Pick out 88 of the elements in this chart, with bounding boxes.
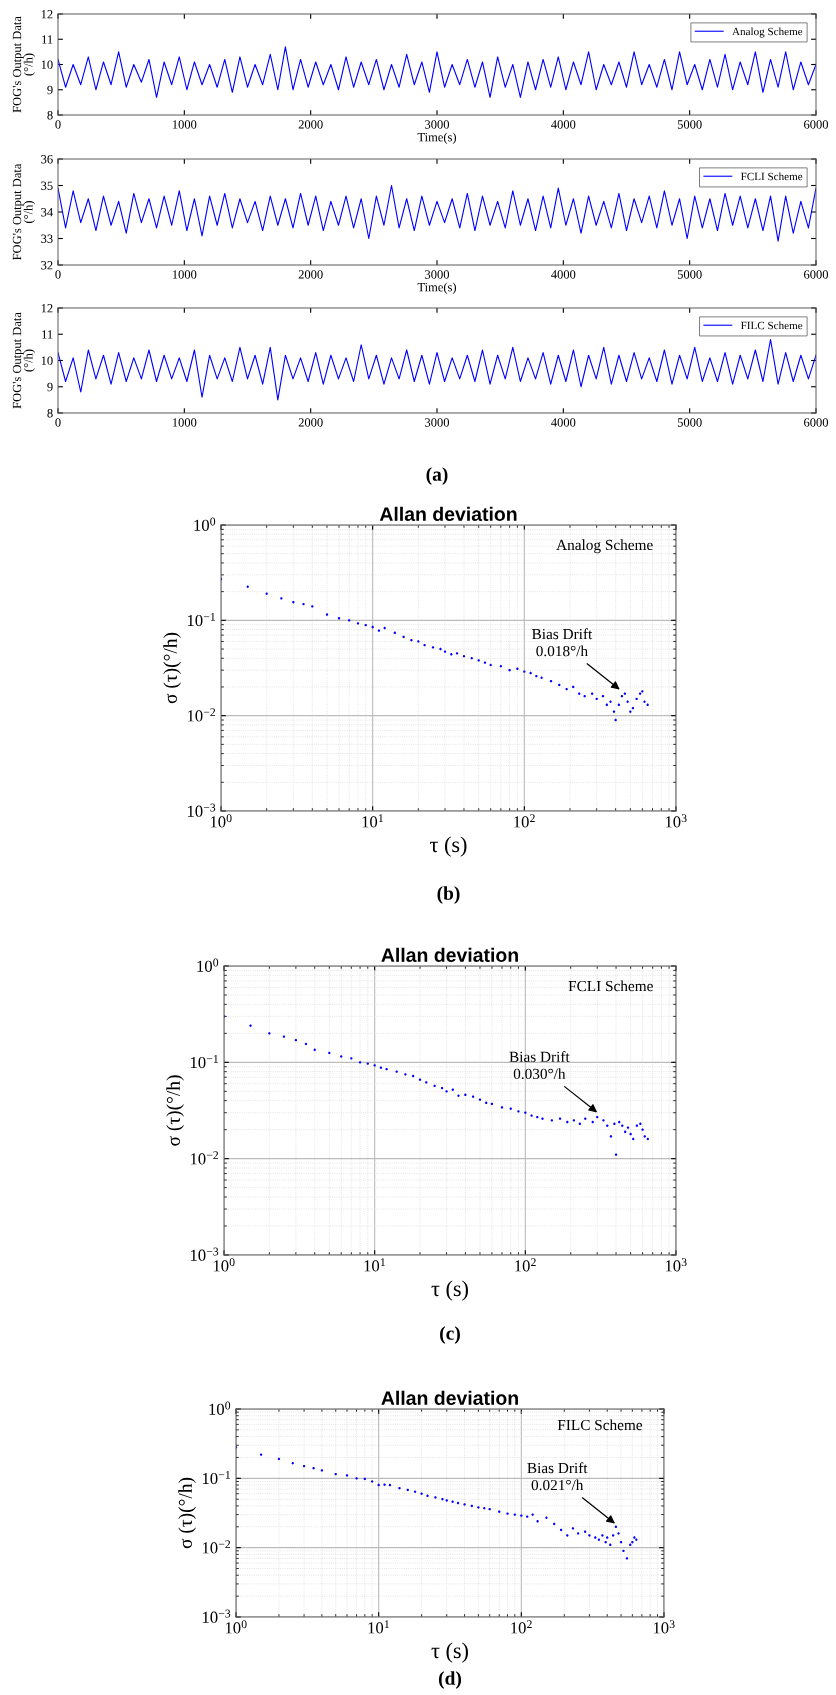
y-tick-label: 11 — [42, 35, 53, 44]
y-tick-label: 10$^{−1}$ — [202, 1470, 230, 1485]
annotation: Bias Drift 0.018°/h — [532, 628, 593, 657]
x-tick-label: 10$^{2}$ — [514, 814, 535, 828]
y-tick-label: 11 — [42, 330, 53, 339]
y-tick-label: 10$^{−1}$ — [190, 1054, 218, 1069]
x-tick-label: 10$^{3}$ — [665, 814, 687, 828]
y-axis-title: σ (τ)(°/h) — [178, 1477, 196, 1549]
legend-label: FCLI Scheme — [740, 172, 803, 181]
y-tick-label: 8 — [47, 111, 53, 120]
y-axis-title: σ (τ)(°/h) — [166, 1075, 184, 1146]
y-tick-label: 10 — [41, 60, 53, 69]
y-tick-label: 10$^{0}$ — [209, 1401, 231, 1415]
y-tick-label: 35 — [41, 181, 53, 190]
x-tick-label: 10$^{1}$ — [364, 1258, 386, 1272]
x-tick-label: 0 — [55, 418, 61, 427]
x-tick-label: 10$^{2}$ — [515, 1258, 536, 1272]
y-tick-label: 12 — [41, 10, 53, 19]
x-tick-label: 4000 — [551, 120, 576, 129]
x-tick-label: 2000 — [298, 418, 323, 427]
x-tick-label: 3000 — [425, 418, 450, 427]
chart-title: Allan deviation — [381, 947, 518, 963]
x-axis-title: Time(s) — [417, 132, 457, 144]
y-tick-label: 9 — [47, 85, 53, 95]
x-tick-label: 1000 — [172, 270, 197, 279]
line-series — [58, 338, 816, 401]
x-tick-label: 6000 — [804, 120, 829, 129]
y-tick-label: 10 — [41, 356, 53, 365]
x-axis-title: τ (s) — [431, 1642, 468, 1663]
y-tick-label: 9 — [47, 382, 53, 392]
x-axis-title: τ (s) — [431, 1280, 468, 1301]
legend-label: FILC Scheme — [740, 321, 803, 330]
y-tick-label: 34 — [41, 208, 53, 217]
chart-title: Allan deviation — [381, 1390, 518, 1406]
x-axis-title: Time(s) — [417, 282, 457, 294]
x-tick-label: 10$^{3}$ — [665, 1258, 687, 1272]
y-tick-label: 10$^{0}$ — [197, 958, 219, 972]
line-series — [58, 184, 816, 242]
x-tick-label: 6000 — [804, 270, 829, 279]
y-tick-label: 10$^{−2}$ — [202, 1540, 231, 1554]
annotation: Bias Drift 0.030°/h — [509, 1051, 570, 1080]
y-tick-label: 10$^{−3}$ — [202, 1609, 231, 1623]
y-tick-label: 10$^{0}$ — [194, 517, 216, 531]
x-tick-label: 4000 — [551, 270, 576, 279]
x-axis-title: τ (s) — [430, 836, 467, 857]
y-tick-label: 10$^{−2}$ — [187, 708, 216, 722]
annotation: Bias Drift 0.021°/h — [527, 1462, 588, 1491]
x-tick-label: 2000 — [298, 120, 323, 129]
x-tick-label: 6000 — [804, 418, 829, 427]
x-tick-label: 3000 — [425, 270, 450, 279]
legend-label: Analog Scheme — [732, 27, 803, 38]
x-tick-label: 1000 — [172, 418, 197, 427]
x-tick-label: 0 — [55, 120, 61, 129]
annotation: FILC Scheme — [557, 1419, 643, 1431]
text: (d) — [438, 1671, 462, 1689]
y-axis-title: FOG's Output Data (°/h) — [12, 163, 36, 260]
y-tick-label: 10$^{−2}$ — [190, 1151, 219, 1165]
text: (a) — [426, 467, 448, 485]
x-tick-label: 1000 — [172, 120, 197, 129]
text: (b) — [437, 886, 460, 904]
x-tick-label: 10$^{1}$ — [362, 814, 384, 828]
y-axis-title: FOG's Output Data (°/h) — [12, 312, 36, 409]
chart-title: Allan deviation — [379, 506, 517, 522]
text: (c) — [440, 1326, 460, 1344]
x-tick-label: 5000 — [677, 270, 702, 279]
x-tick-label: 5000 — [677, 418, 702, 427]
x-tick-label: 10$^{1}$ — [368, 1620, 390, 1634]
x-tick-label: 10$^{3}$ — [653, 1620, 675, 1634]
x-tick-label: 0 — [55, 270, 61, 279]
y-tick-label: 36 — [41, 155, 53, 164]
x-tick-label: 2000 — [298, 270, 323, 279]
x-tick-label: 10$^{0}$ — [225, 1620, 247, 1634]
y-tick-label: 12 — [41, 304, 53, 313]
y-axis-title: FOG's Output Data (°/h) — [12, 16, 36, 113]
y-tick-label: 32 — [41, 261, 53, 270]
x-tick-label: 10$^{2}$ — [511, 1620, 532, 1634]
y-tick-label: 8 — [47, 409, 53, 418]
x-tick-label: 4000 — [551, 418, 576, 427]
y-axis-title: σ (τ)(°/h) — [163, 632, 181, 704]
y-tick-label: 10$^{−1}$ — [187, 612, 215, 627]
line-series — [58, 46, 816, 98]
annotation: FCLI Scheme — [568, 980, 653, 992]
y-tick-label: 10$^{−3}$ — [190, 1247, 219, 1261]
y-tick-label: 33 — [41, 234, 53, 243]
y-tick-label: 10$^{−3}$ — [187, 803, 216, 817]
x-tick-label: 5000 — [677, 120, 702, 129]
x-tick-label: 3000 — [425, 120, 450, 129]
annotation: Analog Scheme — [556, 539, 653, 554]
